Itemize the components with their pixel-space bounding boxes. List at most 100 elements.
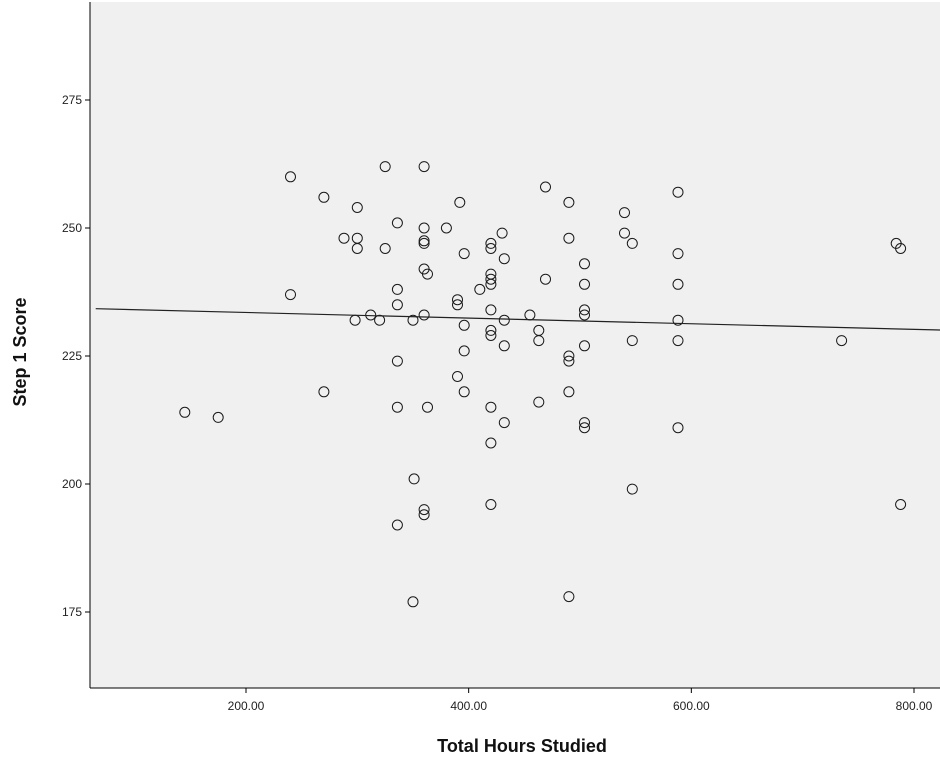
data-point [579,340,590,352]
data-point [440,222,452,234]
data-point [579,304,590,316]
data-point [474,283,486,295]
x-tick-label: 800.00 [896,699,933,713]
fit-line [95,308,940,331]
y-ticks: 175 200 225 250 275 [62,93,90,619]
data-point [485,330,497,341]
data-point [391,299,403,311]
data-point [408,473,420,485]
y-tick-label: 200 [62,477,82,491]
data-point [458,248,470,260]
data-point [498,417,510,429]
data-point [422,401,433,413]
data-point [418,509,430,521]
data-point [379,161,391,173]
data-point [458,386,470,398]
data-point [338,232,350,244]
data-point [563,232,575,244]
x-tick-label: 200.00 [228,699,265,713]
data-point [391,355,403,367]
data-point [626,237,638,249]
data-point [619,227,630,239]
data-point [563,355,575,367]
x-tick-label: 600.00 [673,699,710,713]
data-point [672,248,684,260]
data-point [672,422,684,434]
data-point [485,278,497,290]
y-tick-label: 225 [62,349,82,363]
data-point [391,519,403,531]
data-point [485,499,497,510]
data-point [285,171,296,183]
data-point [498,253,510,265]
data-point [496,227,508,239]
y-tick-label: 250 [62,221,82,235]
data-point [563,591,575,603]
data-point [485,304,497,316]
data-point [895,243,907,254]
data-point [285,289,296,301]
data-point [391,401,403,413]
data-point [452,371,463,382]
data-point [485,437,497,449]
data-point [391,283,403,295]
plot-area [90,2,940,688]
data-point [498,314,510,326]
data-point [626,483,638,495]
data-point [318,386,330,398]
data-point [418,309,430,321]
data-point [533,335,545,347]
data-point [563,386,575,398]
data-point [485,243,497,254]
data-point [619,207,630,219]
data-point [579,422,590,434]
data-point [563,196,575,208]
data-point [379,243,391,254]
data-point [485,273,497,285]
data-point [485,237,497,249]
x-tick-label: 400.00 [450,699,487,713]
data-point [458,345,470,357]
x-ticks: 200.00 400.00 600.00 800.00 [228,688,933,713]
data-point [579,309,590,321]
data-point [836,335,848,347]
data-point [579,278,590,290]
data-point [318,191,330,203]
data-point [391,217,403,229]
data-point [498,340,510,352]
data-point [418,504,430,516]
data-point [374,314,386,326]
data-point [212,411,224,423]
data-point [407,314,419,326]
y-tick-label: 175 [62,605,82,619]
x-axis-title: Total Hours Studied [437,736,607,756]
data-point [407,596,419,608]
data-point [351,202,363,213]
data-point [540,181,551,193]
data-point [579,417,590,429]
data-point [418,237,430,249]
data-point [485,401,497,413]
data-point [540,273,551,285]
data-point [672,278,684,290]
data-point [351,243,363,254]
data-point [672,186,684,198]
data-point [626,335,638,347]
data-point [452,299,463,311]
points-layer [179,161,907,608]
data-point [672,314,684,326]
y-tick-label: 275 [62,93,82,107]
data-point [179,406,191,418]
data-point [563,350,575,362]
data-point [533,396,545,408]
data-point [672,335,684,347]
data-point [418,222,430,234]
data-point [579,258,590,270]
data-point [422,268,433,280]
data-point [485,324,497,336]
data-point [418,161,430,173]
data-point [418,235,430,247]
data-point [458,319,470,331]
data-point [452,294,463,306]
